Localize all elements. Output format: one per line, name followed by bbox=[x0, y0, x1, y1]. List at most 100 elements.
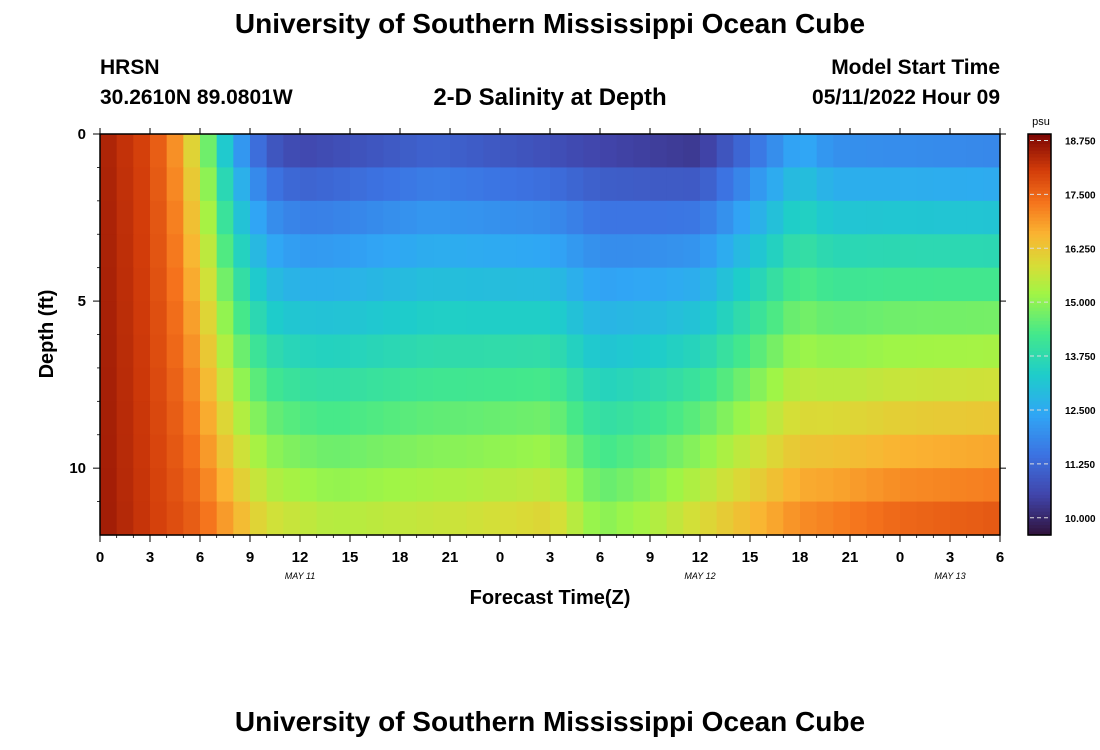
heatmap-cell bbox=[916, 234, 934, 269]
heatmap-cell bbox=[233, 434, 251, 469]
colorbar-cell bbox=[1028, 224, 1051, 229]
heatmap-cell bbox=[450, 167, 468, 202]
heatmap-cell bbox=[783, 234, 801, 269]
heatmap-cell bbox=[233, 200, 251, 235]
heatmap-cell bbox=[683, 367, 701, 402]
heatmap-cell bbox=[350, 334, 368, 369]
heatmap-cell bbox=[866, 134, 884, 169]
heatmap-cell bbox=[383, 301, 401, 336]
heatmap-cell bbox=[350, 301, 368, 336]
heatmap-cell bbox=[516, 401, 534, 436]
heatmap-cell bbox=[550, 334, 568, 369]
heatmap-cell bbox=[750, 401, 768, 436]
heatmap-cell bbox=[550, 434, 568, 469]
heatmap-cell bbox=[416, 200, 434, 235]
heatmap-cell bbox=[150, 434, 168, 469]
heatmap-cell bbox=[950, 267, 968, 302]
colorbar-cell bbox=[1028, 327, 1051, 332]
heatmap-cell bbox=[800, 367, 818, 402]
colorbar-cell bbox=[1028, 287, 1051, 292]
x-tick-label: 9 bbox=[246, 549, 254, 566]
heatmap-cell bbox=[450, 468, 468, 503]
heatmap-cell bbox=[183, 434, 201, 469]
heatmap-cell bbox=[500, 234, 518, 269]
heatmap-cell bbox=[883, 334, 901, 369]
colorbar-cell bbox=[1028, 444, 1051, 449]
colorbar-cell bbox=[1028, 478, 1051, 483]
heatmap-cell bbox=[266, 134, 284, 169]
heatmap-cell bbox=[583, 501, 601, 536]
heatmap-cell bbox=[866, 267, 884, 302]
heatmap-cell bbox=[150, 301, 168, 336]
heatmap-cell bbox=[966, 267, 984, 302]
heatmap-cell bbox=[533, 367, 551, 402]
heatmap-cell bbox=[400, 200, 418, 235]
colorbar-cell bbox=[1028, 384, 1051, 389]
heatmap-cell bbox=[116, 401, 134, 436]
heatmap-cell bbox=[466, 267, 484, 302]
heatmap-cell bbox=[850, 501, 868, 536]
heatmap-cell bbox=[883, 267, 901, 302]
heatmap-cell bbox=[183, 367, 201, 402]
heatmap-cell bbox=[750, 501, 768, 536]
heatmap-cell bbox=[433, 167, 451, 202]
colorbar-cell bbox=[1028, 471, 1051, 476]
heatmap-cell bbox=[833, 468, 851, 503]
heatmap-cell bbox=[900, 468, 918, 503]
heatmap-cell bbox=[950, 501, 968, 536]
heatmap-cell bbox=[150, 401, 168, 436]
heatmap-cell bbox=[850, 301, 868, 336]
heatmap-cell bbox=[183, 267, 201, 302]
heatmap-cell bbox=[100, 167, 118, 202]
heatmap-cell bbox=[883, 401, 901, 436]
heatmap-cell bbox=[600, 301, 618, 336]
heatmap-cell bbox=[233, 468, 251, 503]
heatmap-cell bbox=[966, 434, 984, 469]
heatmap-cell bbox=[150, 367, 168, 402]
heatmap-cell bbox=[616, 501, 634, 536]
heatmap-cell bbox=[500, 434, 518, 469]
heatmap-cell bbox=[500, 167, 518, 202]
heatmap-cell bbox=[483, 401, 501, 436]
date-label: MAY 13 bbox=[934, 571, 965, 581]
heatmap-cell bbox=[100, 367, 118, 402]
heatmap-cell bbox=[816, 234, 834, 269]
heatmap-cell bbox=[450, 401, 468, 436]
heatmap-cell bbox=[100, 134, 118, 169]
heatmap-cell bbox=[583, 301, 601, 336]
heatmap-cell bbox=[250, 367, 268, 402]
heatmap-cell bbox=[450, 301, 468, 336]
x-tick-label: 3 bbox=[546, 549, 554, 566]
heatmap-cell bbox=[766, 334, 784, 369]
heatmap-cell bbox=[350, 134, 368, 169]
heatmap-cell bbox=[400, 167, 418, 202]
colorbar-cell bbox=[1028, 351, 1051, 356]
heatmap-cell bbox=[416, 267, 434, 302]
heatmap-cell bbox=[416, 134, 434, 169]
colorbar-cell bbox=[1028, 431, 1051, 436]
colorbar-cell bbox=[1028, 518, 1051, 523]
colorbar-cell bbox=[1028, 364, 1051, 369]
heatmap-cell bbox=[200, 234, 218, 269]
colorbar-cell bbox=[1028, 150, 1051, 155]
heatmap-cell bbox=[633, 367, 651, 402]
heatmap-cell bbox=[116, 367, 134, 402]
heatmap-cell bbox=[466, 167, 484, 202]
heatmap-cell bbox=[566, 468, 584, 503]
heatmap-cell bbox=[900, 167, 918, 202]
heatmap-cell bbox=[566, 334, 584, 369]
heatmap-cell bbox=[683, 401, 701, 436]
heatmap-cell bbox=[716, 301, 734, 336]
heatmap-cell bbox=[483, 200, 501, 235]
heatmap-cell bbox=[516, 234, 534, 269]
heatmap-cell bbox=[383, 468, 401, 503]
heatmap-cell bbox=[650, 367, 668, 402]
heatmap-cell bbox=[933, 501, 951, 536]
date-label: MAY 12 bbox=[684, 571, 715, 581]
heatmap-cell bbox=[416, 167, 434, 202]
heatmap-cell bbox=[550, 367, 568, 402]
heatmap-cell bbox=[733, 367, 751, 402]
heatmap-cell bbox=[650, 234, 668, 269]
colorbar-cell bbox=[1028, 501, 1051, 506]
heatmap-cell bbox=[150, 468, 168, 503]
